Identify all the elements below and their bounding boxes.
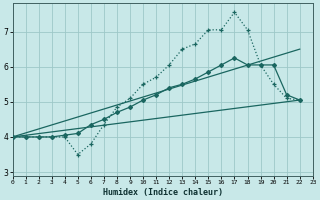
X-axis label: Humidex (Indice chaleur): Humidex (Indice chaleur) bbox=[103, 188, 223, 197]
